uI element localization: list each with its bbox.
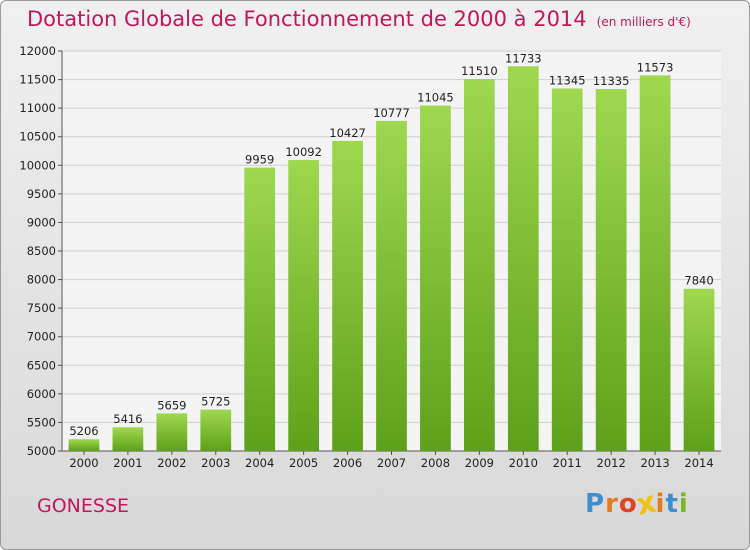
value-label-2004: 9959	[245, 153, 274, 167]
x-tick-label-2014: 2014	[684, 456, 713, 470]
x-tick-label-2011: 2011	[553, 456, 582, 470]
logo-letter: i	[678, 489, 689, 519]
y-tick-label: 5500	[27, 415, 56, 429]
y-tick-label: 10000	[19, 158, 56, 172]
y-tick-label: 11000	[19, 101, 56, 115]
x-tick-label-2010: 2010	[509, 456, 538, 470]
y-tick-label: 9500	[27, 187, 56, 201]
value-label-2001: 5416	[113, 412, 142, 426]
x-tick-label-2002: 2002	[157, 456, 186, 470]
value-label-2002: 5659	[157, 398, 186, 412]
bar-2008	[420, 105, 451, 452]
value-label-2009: 11510	[461, 64, 498, 78]
bar-2013	[639, 75, 671, 452]
y-tick-label: 9000	[27, 215, 56, 229]
value-label-2010: 11733	[505, 51, 542, 65]
bar-2011	[551, 88, 583, 451]
bar-2012	[595, 89, 627, 451]
labels: 5000 5500 6000 6500 7000 7500 8000 8500 9000 9500…	[19, 44, 713, 470]
y-tick-label: 6500	[27, 358, 56, 372]
x-tick-label-2006: 2006	[333, 456, 362, 470]
chart-title-text: Dotation Globale de Fonctionnement de 20…	[27, 7, 587, 31]
bar-2014	[683, 288, 715, 451]
value-label-2006: 10427	[329, 126, 366, 140]
chart-subtitle: (en milliers d'€)	[596, 15, 691, 29]
chart-title: Dotation Globale de Fonctionnement de 20…	[27, 7, 691, 31]
y-tick-label: 8500	[27, 244, 56, 258]
bar-2001	[112, 427, 144, 451]
bar-2003	[200, 409, 232, 451]
value-label-2013: 11573	[637, 60, 674, 74]
x-tick-label-2013: 2013	[640, 456, 669, 470]
value-label-2011: 11345	[549, 73, 586, 87]
x-tick-label-2008: 2008	[421, 456, 450, 470]
value-label-2014: 7840	[684, 274, 713, 288]
logo-letter: i	[655, 489, 666, 519]
proxiti-logo[interactable]: Proxiti	[585, 485, 689, 523]
logo-letter: o	[618, 489, 638, 519]
value-label-2003: 5725	[201, 395, 230, 409]
city-name: GONESSE	[37, 495, 130, 517]
bar-2007	[376, 120, 407, 451]
value-label-2007: 10777	[373, 106, 410, 120]
y-tick-label: 11500	[19, 73, 56, 87]
value-label-2008: 11045	[417, 91, 454, 105]
value-label-2000: 5206	[69, 424, 98, 438]
y-tick-label: 8000	[27, 273, 56, 287]
logo-letter: P	[585, 489, 606, 519]
y-tick-label: 6000	[27, 387, 56, 401]
y-tick-label: 5000	[27, 444, 56, 458]
x-tick-label-2005: 2005	[289, 456, 318, 470]
bar-2005	[288, 160, 320, 451]
bar-2002	[156, 413, 188, 451]
bar-2006	[332, 140, 363, 451]
logo-letter: r	[605, 489, 619, 519]
bar-2010	[507, 66, 539, 451]
x-tick-label-2007: 2007	[377, 456, 406, 470]
bar-2004	[244, 167, 276, 451]
y-tick-label: 10500	[19, 130, 56, 144]
bar-2000	[68, 439, 100, 451]
logo-letter: t	[665, 489, 679, 519]
y-tick-label: 7500	[27, 301, 56, 315]
x-tick-label-2000: 2000	[69, 456, 98, 470]
x-tick-label-2004: 2004	[245, 456, 274, 470]
x-tick-label-2001: 2001	[113, 456, 142, 470]
x-tick-label-2003: 2003	[201, 456, 230, 470]
value-label-2012: 11335	[593, 74, 630, 88]
value-label-2005: 10092	[285, 145, 322, 159]
y-tick-label: 12000	[19, 44, 56, 58]
x-tick-label-2012: 2012	[597, 456, 626, 470]
y-tick-label: 7000	[27, 330, 56, 344]
bar-2009	[463, 79, 495, 451]
x-tick-label-2009: 2009	[465, 456, 494, 470]
bars	[68, 66, 715, 452]
